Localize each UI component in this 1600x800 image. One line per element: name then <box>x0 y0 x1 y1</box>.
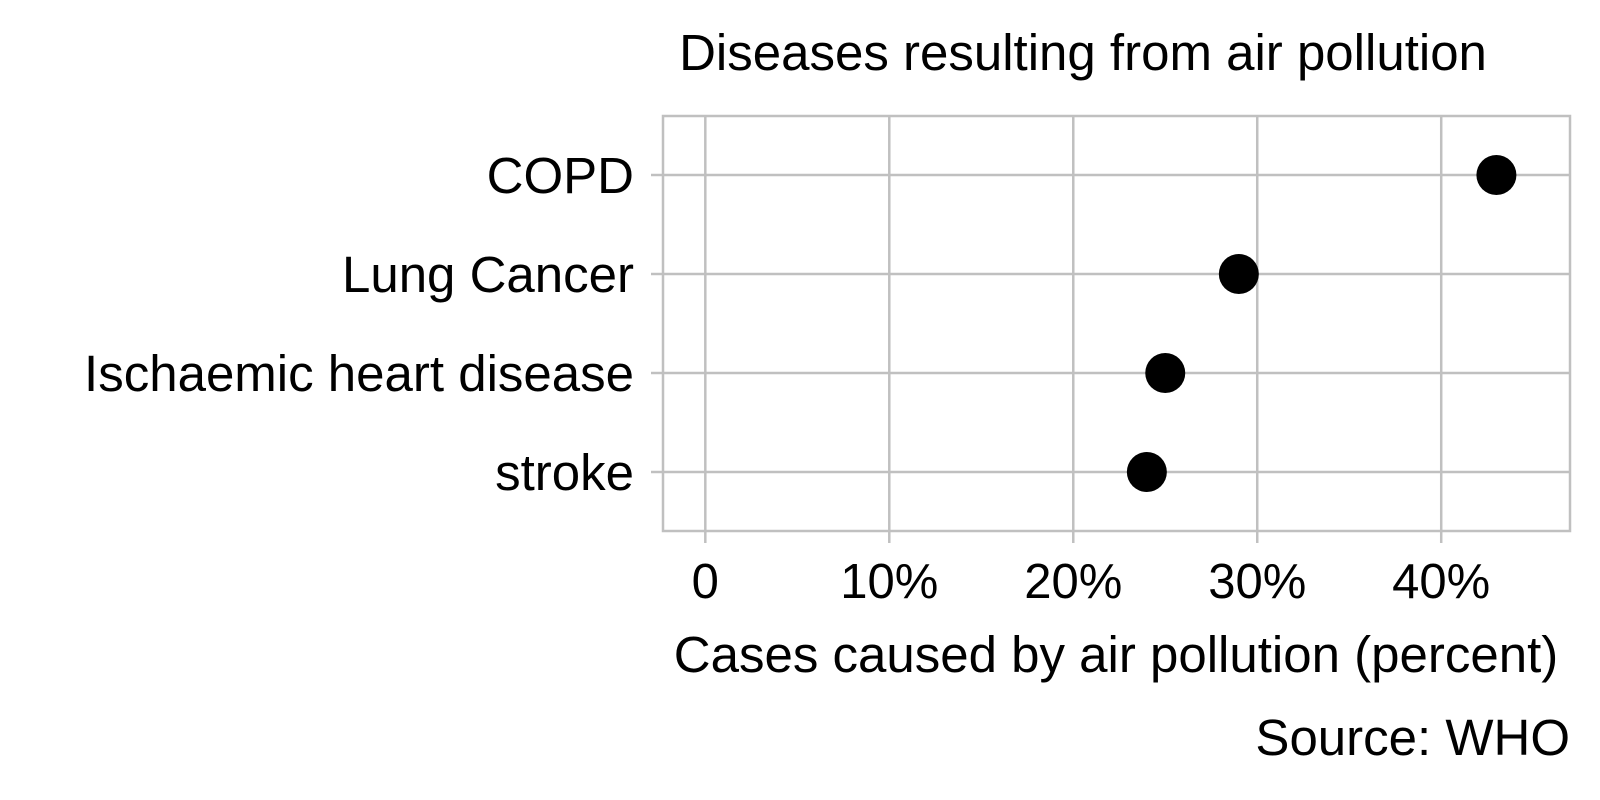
x-axis-title: Cases caused by air pollution (percent) <box>674 626 1558 683</box>
x-tick-label: 20% <box>1024 555 1122 609</box>
horizontal-gridlines <box>663 173 1570 474</box>
x-tick-label: 40% <box>1392 555 1490 609</box>
x-tick-label: 0 <box>692 555 719 609</box>
data-point <box>1126 452 1167 492</box>
vertical-gridlines <box>704 116 1443 531</box>
data-point <box>1218 254 1259 294</box>
plot-panel <box>661 114 1572 533</box>
x-tick-label: 10% <box>840 555 938 609</box>
y-axis-ticks <box>651 173 663 474</box>
y-axis-labels: COPD Lung Cancer Ischaemic heart disease st… <box>84 147 634 501</box>
x-tick-label: 30% <box>1208 555 1306 609</box>
plot-background <box>663 116 1570 531</box>
y-tick-label: Ischaemic heart disease <box>84 345 634 402</box>
data-point <box>1145 353 1186 393</box>
x-axis-labels: 0 10% 20% 30% 40% <box>692 555 1491 609</box>
data-points <box>1126 155 1517 492</box>
y-tick-label: COPD <box>487 147 634 204</box>
chart-title: Diseases resulting from air pollution <box>679 24 1487 81</box>
source-caption: Source: WHO <box>1255 709 1570 766</box>
y-tick-label: Lung Cancer <box>342 246 634 303</box>
y-tick-label: stroke <box>495 444 634 501</box>
x-axis-ticks <box>704 531 1443 543</box>
plot-border <box>661 114 1572 533</box>
data-point <box>1476 155 1517 195</box>
